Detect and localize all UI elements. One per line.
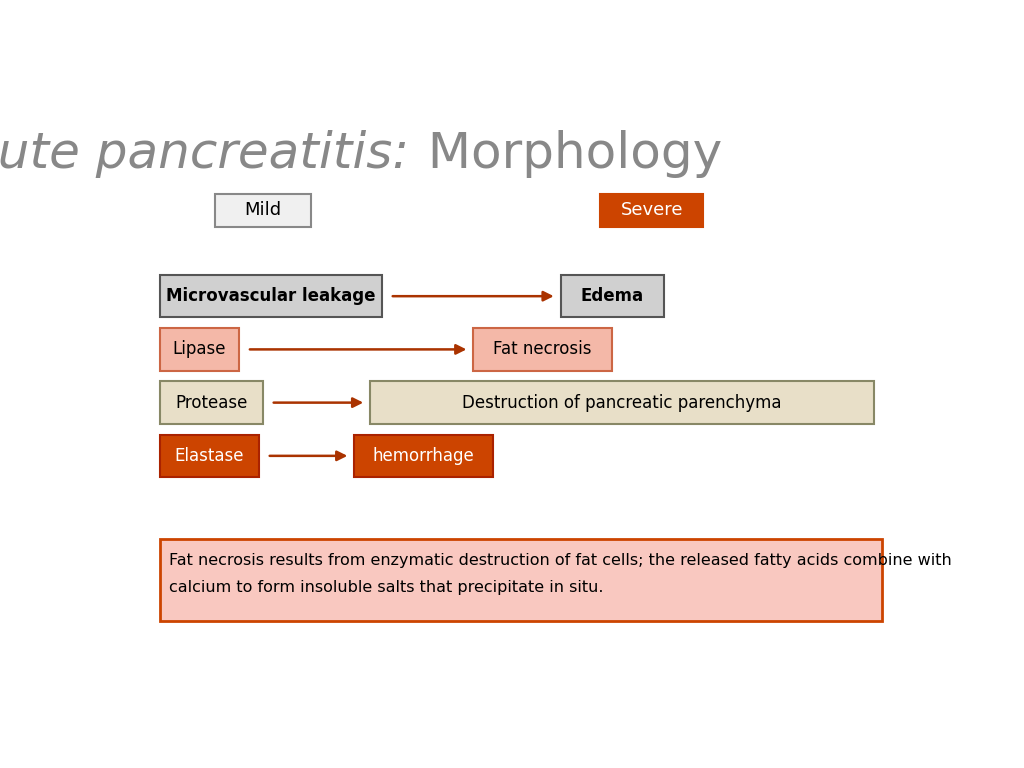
Text: Microvascular leakage: Microvascular leakage [166, 287, 376, 305]
Text: Mild: Mild [245, 201, 282, 220]
FancyBboxPatch shape [160, 275, 382, 317]
FancyBboxPatch shape [120, 86, 930, 690]
Text: Elastase: Elastase [175, 447, 244, 465]
Text: Lipase: Lipase [173, 340, 226, 359]
FancyBboxPatch shape [354, 435, 494, 477]
FancyBboxPatch shape [160, 435, 259, 477]
FancyBboxPatch shape [160, 382, 263, 424]
Text: Acute pancreatitis:: Acute pancreatitis: [0, 131, 410, 178]
FancyBboxPatch shape [560, 275, 664, 317]
FancyBboxPatch shape [160, 328, 240, 371]
Text: Protease: Protease [175, 394, 248, 412]
Text: Fat necrosis: Fat necrosis [494, 340, 592, 359]
Text: hemorrhage: hemorrhage [373, 447, 474, 465]
Text: Edema: Edema [581, 287, 644, 305]
Text: Morphology: Morphology [412, 131, 722, 178]
FancyBboxPatch shape [473, 328, 612, 371]
FancyBboxPatch shape [160, 538, 882, 621]
FancyBboxPatch shape [600, 194, 703, 227]
FancyBboxPatch shape [215, 194, 310, 227]
FancyBboxPatch shape [370, 382, 873, 424]
Text: Severe: Severe [621, 201, 683, 220]
Text: Destruction of pancreatic parenchyma: Destruction of pancreatic parenchyma [462, 394, 781, 412]
Text: Fat necrosis results from enzymatic destruction of fat cells; the released fatty: Fat necrosis results from enzymatic dest… [169, 553, 952, 595]
